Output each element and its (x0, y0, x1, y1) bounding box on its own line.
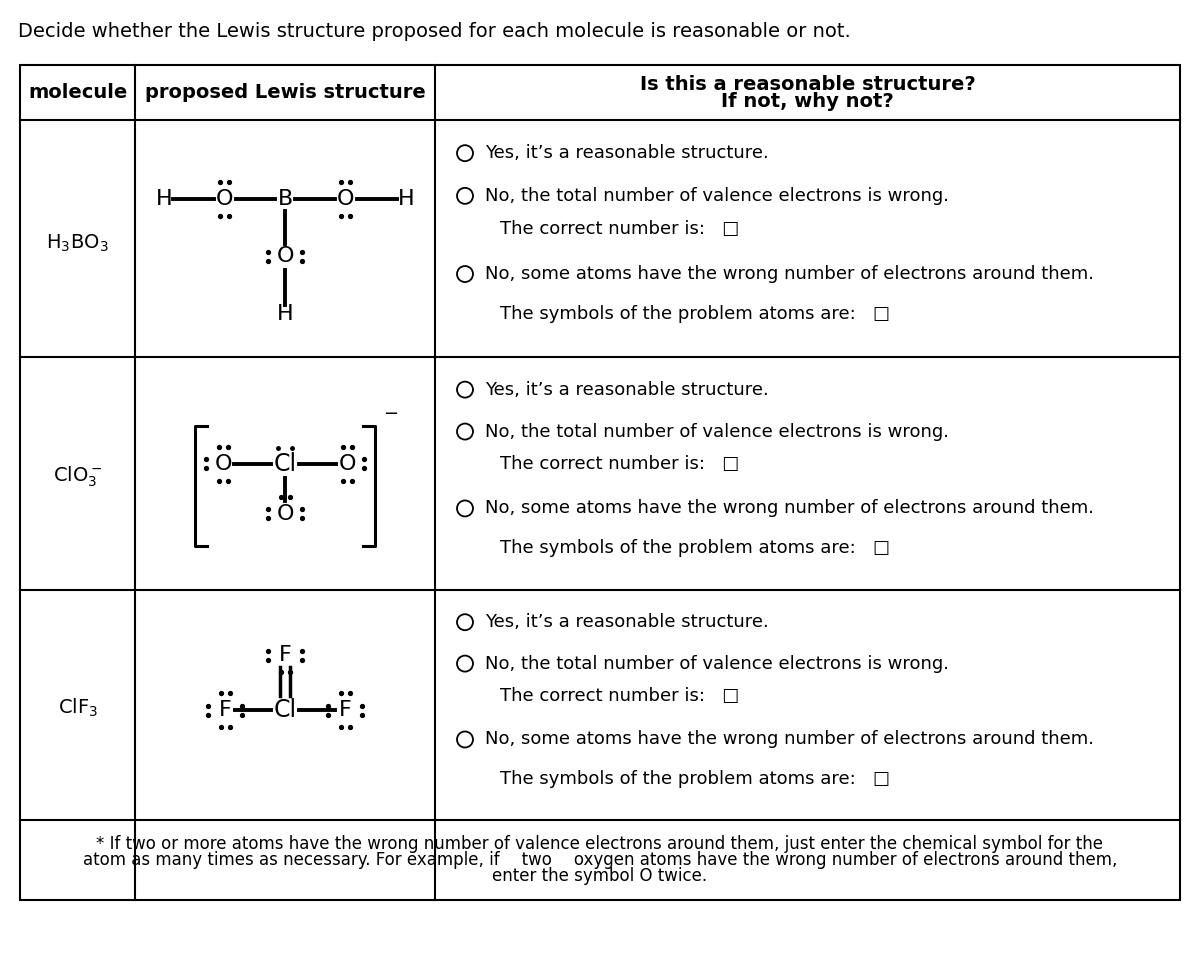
Text: O: O (216, 189, 233, 209)
Text: The symbols of the problem atoms are:   □: The symbols of the problem atoms are: □ (500, 306, 890, 324)
Text: The correct number is:   □: The correct number is: □ (500, 687, 739, 705)
Text: enter the symbol O twice.: enter the symbol O twice. (492, 867, 708, 885)
Text: No, the total number of valence electrons is wrong.: No, the total number of valence electron… (485, 187, 949, 205)
Text: O: O (215, 453, 232, 473)
Text: Yes, it’s a reasonable structure.: Yes, it’s a reasonable structure. (485, 145, 769, 162)
Text: F: F (218, 700, 232, 720)
Text: Decide whether the Lewis structure proposed for each molecule is reasonable or n: Decide whether the Lewis structure propo… (18, 22, 851, 41)
Text: No, some atoms have the wrong number of electrons around them.: No, some atoms have the wrong number of … (485, 731, 1094, 748)
Text: The symbols of the problem atoms are:   □: The symbols of the problem atoms are: □ (500, 769, 890, 787)
Text: No, the total number of valence electrons is wrong.: No, the total number of valence electron… (485, 654, 949, 673)
Text: O: O (337, 189, 354, 209)
Text: B: B (277, 189, 293, 209)
Text: proposed Lewis structure: proposed Lewis structure (145, 83, 425, 102)
Text: The symbols of the problem atoms are:   □: The symbols of the problem atoms are: □ (500, 539, 890, 557)
Text: Yes, it’s a reasonable structure.: Yes, it’s a reasonable structure. (485, 380, 769, 399)
Text: O: O (338, 453, 355, 473)
Text: O: O (276, 246, 294, 266)
Text: Cl: Cl (274, 698, 296, 722)
Text: O: O (276, 504, 294, 523)
Text: $\mathrm{ClO_3^-}$: $\mathrm{ClO_3^-}$ (53, 465, 102, 489)
Text: No, the total number of valence electrons is wrong.: No, the total number of valence electron… (485, 422, 949, 441)
Text: H: H (156, 189, 173, 209)
Text: * If two or more atoms have the wrong number of valence electrons around them, j: * If two or more atoms have the wrong nu… (96, 835, 1104, 853)
Text: Yes, it’s a reasonable structure.: Yes, it’s a reasonable structure. (485, 613, 769, 631)
Text: Cl: Cl (274, 451, 296, 475)
Text: H: H (397, 189, 414, 209)
Text: No, some atoms have the wrong number of electrons around them.: No, some atoms have the wrong number of … (485, 265, 1094, 283)
Text: F: F (338, 700, 352, 720)
Text: The correct number is:   □: The correct number is: □ (500, 455, 739, 473)
Text: −: − (383, 405, 398, 423)
Text: F: F (278, 645, 292, 665)
Text: atom as many times as necessary. For example, if   two   oxygen atoms have the w: atom as many times as necessary. For exa… (83, 851, 1117, 869)
Text: H: H (277, 304, 293, 324)
Text: No, some atoms have the wrong number of electrons around them.: No, some atoms have the wrong number of … (485, 499, 1094, 517)
Text: $\mathrm{ClF_3}$: $\mathrm{ClF_3}$ (58, 696, 97, 719)
Bar (20, 65, 1180, 900)
Text: Is this a reasonable structure?: Is this a reasonable structure? (640, 75, 976, 94)
Text: If not, why not?: If not, why not? (721, 92, 894, 111)
Text: molecule: molecule (28, 83, 127, 102)
Text: The correct number is:   □: The correct number is: □ (500, 220, 739, 238)
Text: $\mathrm{H_3BO_3}$: $\mathrm{H_3BO_3}$ (47, 233, 109, 254)
